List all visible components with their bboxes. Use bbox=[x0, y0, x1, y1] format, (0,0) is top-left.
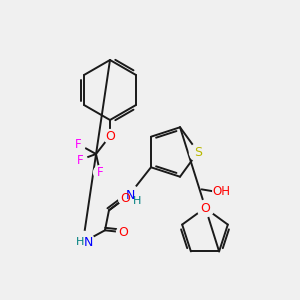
Text: O: O bbox=[105, 130, 115, 142]
Text: N: N bbox=[83, 236, 93, 249]
Text: F: F bbox=[97, 166, 103, 178]
Text: S: S bbox=[194, 146, 202, 158]
Text: O: O bbox=[120, 192, 130, 205]
Text: O: O bbox=[200, 202, 210, 214]
Text: H: H bbox=[133, 196, 141, 206]
Text: O: O bbox=[118, 226, 128, 239]
Text: N: N bbox=[125, 189, 135, 202]
Text: H: H bbox=[76, 237, 84, 247]
Text: OH: OH bbox=[213, 185, 231, 198]
Text: F: F bbox=[77, 154, 83, 166]
Text: F: F bbox=[75, 137, 81, 151]
